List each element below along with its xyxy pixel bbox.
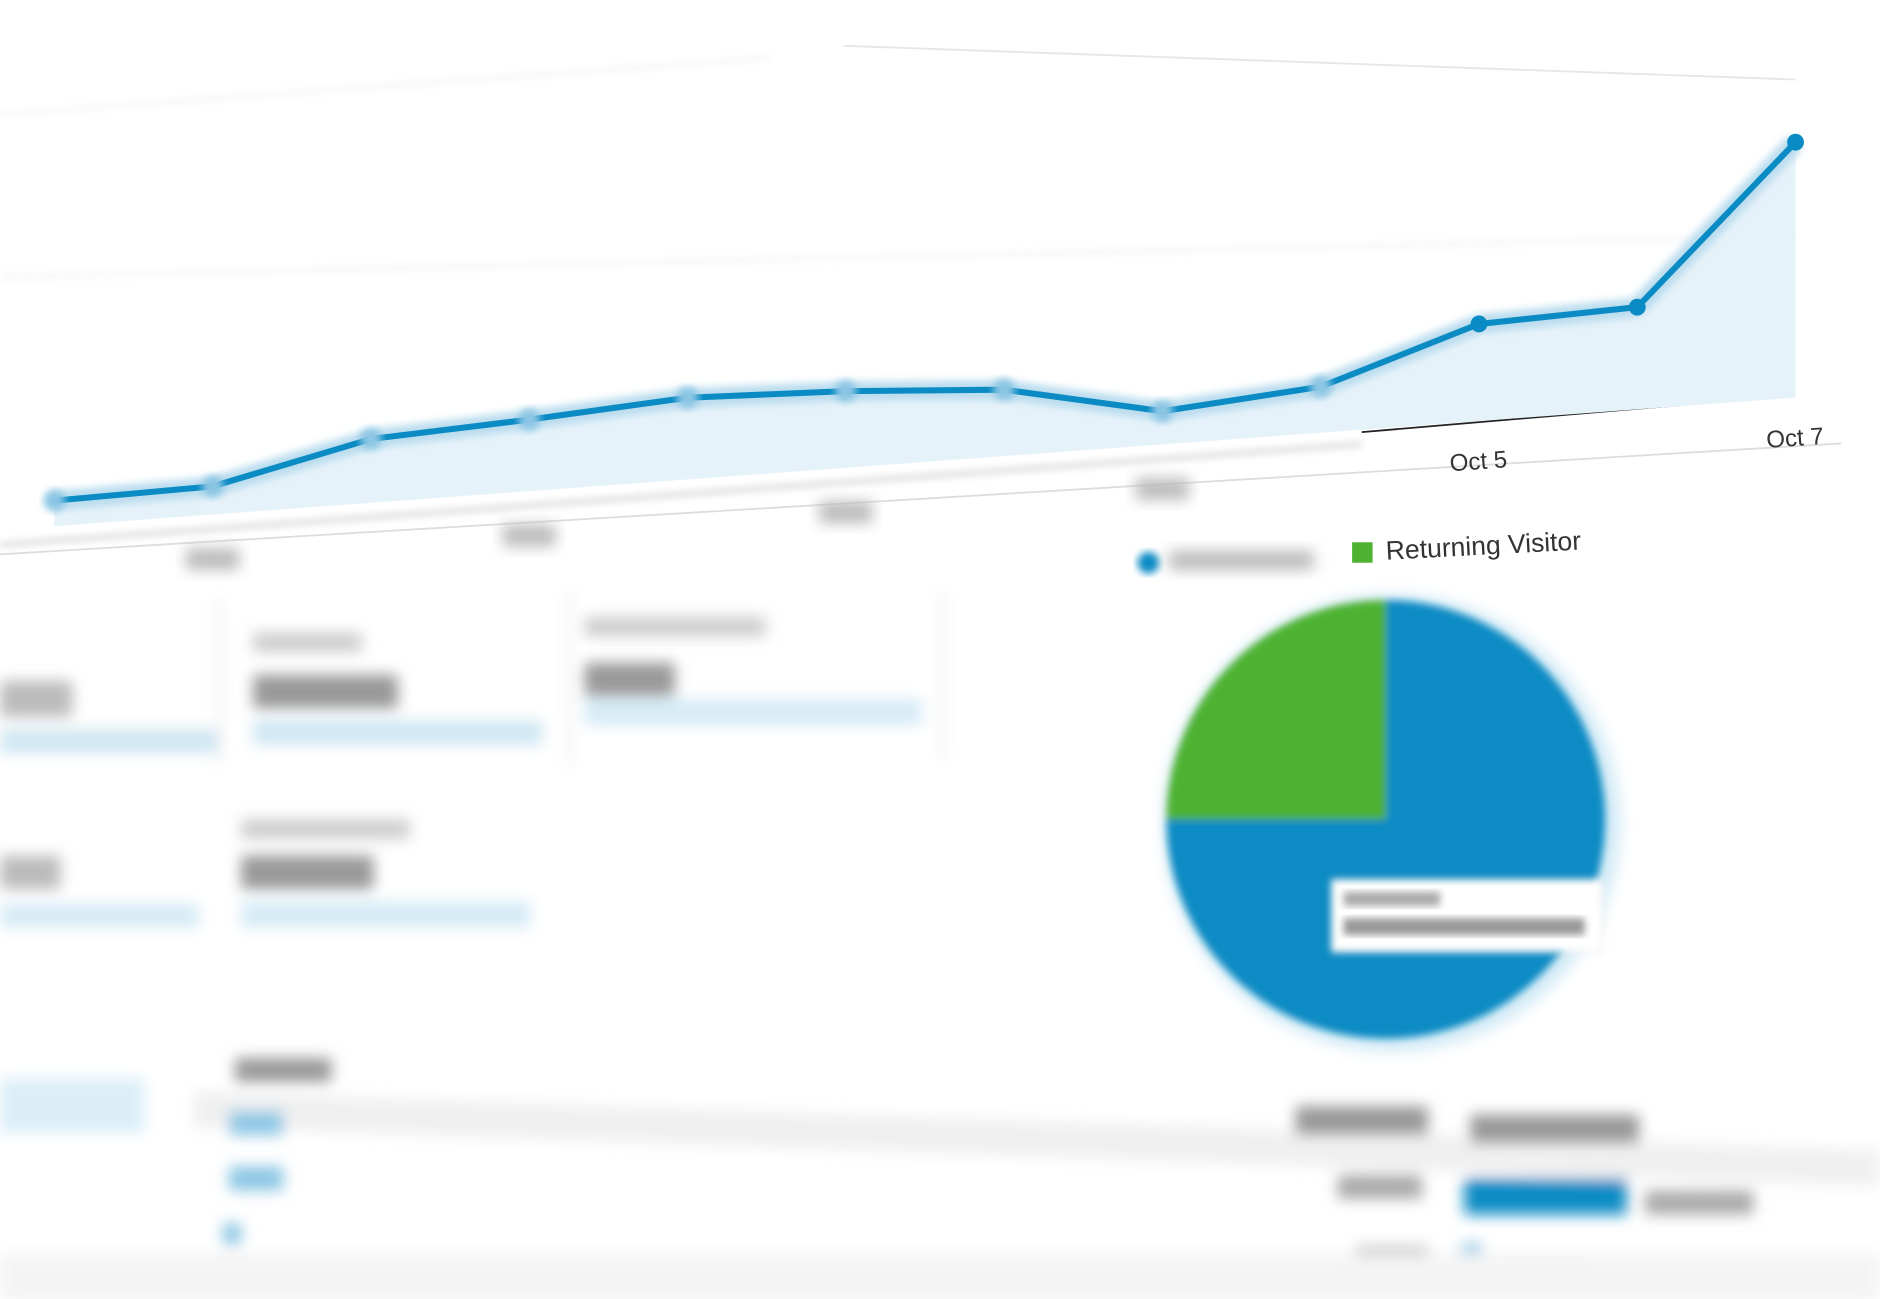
grid-line bbox=[843, 44, 1796, 81]
tooltip-text bbox=[1343, 891, 1441, 907]
point bbox=[1151, 400, 1174, 423]
metric-cards bbox=[0, 590, 945, 928]
legend-swatch bbox=[1137, 551, 1160, 574]
point bbox=[43, 489, 66, 512]
x-tick-label: Oct 5 bbox=[1449, 446, 1508, 477]
table bbox=[0, 1057, 1880, 1299]
x-tick-label: Oct 7 bbox=[1765, 423, 1824, 454]
legend-label-blurred bbox=[1168, 550, 1314, 570]
point bbox=[518, 408, 541, 431]
pie-slice bbox=[1166, 600, 1386, 820]
point bbox=[360, 428, 382, 450]
x-tick-label-blurred bbox=[502, 524, 556, 547]
background-grid bbox=[0, 44, 1796, 279]
point bbox=[1628, 298, 1646, 316]
point bbox=[993, 378, 1015, 401]
tooltip bbox=[1331, 879, 1604, 953]
x-axis bbox=[0, 442, 1362, 547]
area bbox=[54, 142, 1796, 527]
legend-swatch bbox=[1352, 542, 1373, 563]
legend-label: Returning Visitor bbox=[1385, 526, 1582, 566]
point bbox=[201, 475, 224, 498]
point bbox=[1309, 375, 1332, 398]
tooltip-text bbox=[1343, 918, 1585, 936]
grid-line bbox=[0, 235, 1796, 279]
line bbox=[54, 140, 1798, 504]
x-tick-label-blurred bbox=[1135, 478, 1189, 500]
point bbox=[676, 386, 699, 409]
point bbox=[834, 380, 857, 402]
x-tick-label-blurred bbox=[819, 501, 873, 524]
x-tick-label-blurred bbox=[186, 548, 240, 570]
point bbox=[1470, 315, 1488, 333]
grid-line bbox=[0, 56, 772, 116]
point bbox=[1787, 133, 1804, 151]
x-axis-lower bbox=[0, 442, 1842, 556]
pie bbox=[1166, 600, 1606, 1039]
